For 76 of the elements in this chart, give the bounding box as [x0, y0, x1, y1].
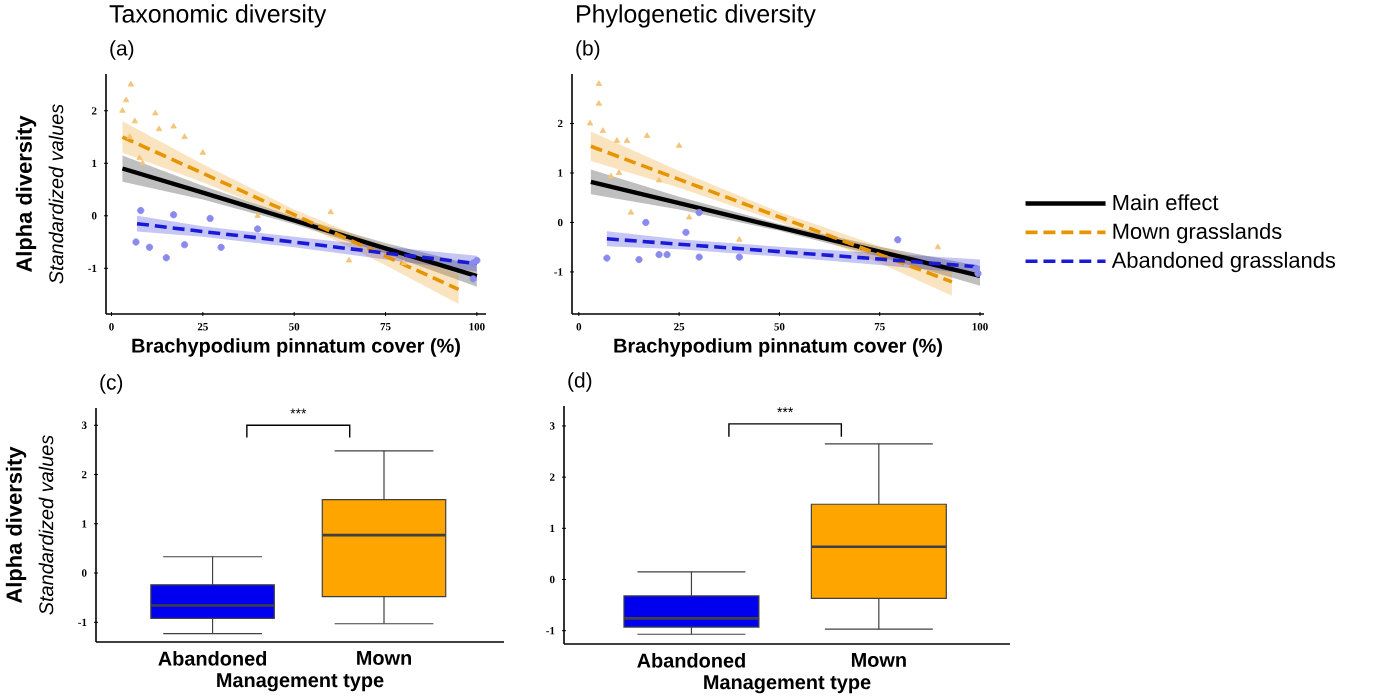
point	[603, 254, 611, 262]
point	[663, 251, 671, 259]
point	[119, 107, 126, 113]
point	[682, 228, 690, 236]
point	[254, 212, 261, 218]
point	[152, 109, 159, 116]
x-axis-title: Brachypodium pinnatum cover (%)	[614, 338, 942, 357]
y-axis-title: Alpha diversity	[15, 115, 37, 273]
point	[180, 241, 189, 249]
text: Standardized values	[48, 104, 64, 284]
point	[595, 80, 603, 86]
point	[695, 208, 703, 217]
point	[122, 96, 130, 103]
x-tick-label: Mown	[357, 651, 411, 665]
point	[170, 122, 177, 129]
chart-title: Taxonomic diversity	[109, 4, 327, 28]
point	[327, 208, 334, 215]
point	[254, 225, 262, 233]
point	[345, 256, 353, 263]
point	[685, 213, 693, 220]
x-tick-label: Mown	[851, 653, 906, 667]
x-tick-label: Abandoned	[637, 653, 745, 668]
point	[595, 100, 603, 106]
point	[655, 251, 663, 259]
point	[155, 125, 163, 132]
line-series	[120, 135, 461, 292]
chart-subtitle: (a)	[110, 40, 134, 60]
point	[675, 142, 683, 148]
x-axis-title: Management type	[217, 673, 384, 692]
point	[894, 236, 902, 244]
point	[127, 80, 135, 87]
point	[469, 275, 477, 283]
point	[400, 259, 407, 266]
point	[613, 137, 621, 143]
legend-label: Main effect	[1113, 194, 1219, 211]
chart-title: (d)	[568, 372, 592, 392]
point	[607, 172, 615, 179]
text: Standardized values	[38, 435, 54, 615]
point	[217, 243, 225, 251]
chart-title: (c)	[100, 374, 123, 394]
point	[615, 169, 623, 175]
point	[642, 218, 650, 227]
point	[132, 238, 140, 246]
point	[181, 133, 188, 140]
chart-subtitle: (b)	[576, 40, 600, 60]
point	[170, 211, 178, 219]
point	[586, 119, 594, 126]
legend-label: Mown grasslands	[1113, 222, 1282, 244]
point	[126, 133, 133, 140]
point	[131, 117, 139, 124]
point	[635, 255, 643, 264]
point	[655, 176, 663, 183]
point	[206, 214, 214, 222]
x-tick-label: Abandoned	[158, 651, 267, 666]
point	[736, 236, 743, 242]
point	[972, 264, 980, 273]
point	[137, 206, 145, 215]
point	[643, 132, 651, 138]
x-axis-title: Brachypodium pinnatum cover (%)	[132, 338, 460, 357]
point	[599, 127, 607, 133]
point	[139, 159, 146, 166]
point	[623, 137, 631, 143]
line-series	[589, 144, 954, 284]
point	[145, 243, 154, 251]
x-axis-title: Management type	[704, 675, 871, 694]
legend-label: Abandoned grasslands	[1111, 251, 1336, 273]
point	[136, 154, 143, 161]
y-axis-title: Alpha diversity	[5, 446, 27, 604]
point	[934, 243, 942, 250]
point	[974, 269, 982, 278]
chart-title: Phylogenetic diversity	[577, 4, 816, 28]
point	[199, 149, 206, 155]
point	[162, 254, 170, 262]
point	[735, 253, 743, 261]
point	[627, 208, 635, 215]
point	[695, 253, 703, 261]
